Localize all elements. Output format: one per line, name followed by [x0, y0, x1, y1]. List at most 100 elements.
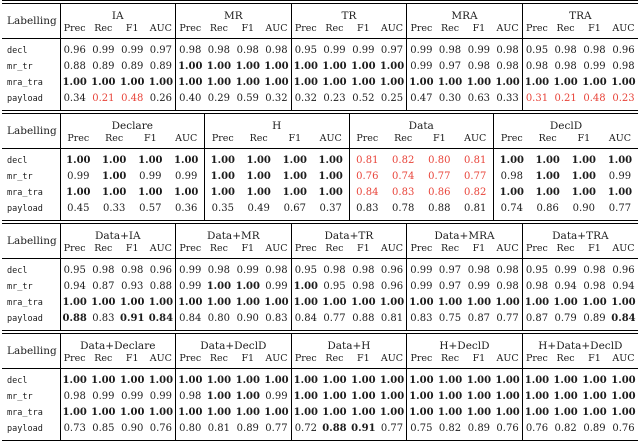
metric-cell: 0.98	[467, 61, 491, 72]
metric-cell: 0.77	[464, 171, 487, 182]
metric-header: AUC	[146, 353, 176, 369]
metric-cell: 0.98	[583, 265, 606, 276]
metric-header: F1	[276, 133, 313, 149]
metric-cell: 0.89	[467, 423, 491, 434]
metric-header: Rec	[385, 133, 422, 149]
metric-cell: 1.00	[611, 391, 636, 402]
metric-cell: 1.00	[175, 59, 205, 75]
metric-cell: 0.84	[348, 185, 386, 201]
metric-cell: 0.98	[121, 265, 144, 276]
metric-cell: 0.89	[121, 61, 144, 72]
group-header: H+DeclD	[406, 334, 523, 353]
metric-header: AUC	[493, 23, 523, 39]
metric-cell: 0.73	[59, 421, 89, 441]
metric-cell: 0.99	[467, 45, 491, 56]
metric-cell: 0.81	[464, 155, 487, 166]
metric-header: AUC	[262, 23, 292, 39]
metric-cell: 1.00	[246, 187, 271, 198]
metric-cell: 0.98	[496, 45, 519, 56]
metric-cell: 0.85	[92, 423, 115, 434]
metric-cell: 1.00	[246, 171, 271, 182]
metric-cell: 0.74	[392, 171, 415, 182]
metric-cell: 0.82	[438, 423, 462, 434]
metric-cell: 1.00	[466, 407, 492, 418]
row-label: payload	[7, 94, 43, 104]
metric-cell: 0.83	[92, 313, 115, 324]
metric-cell: 0.99	[467, 281, 491, 292]
metric-cell: 0.99	[121, 391, 144, 402]
metric-cell: 1.00	[466, 375, 492, 386]
metric-cell: 1.00	[351, 61, 376, 72]
row-label: payload	[7, 424, 43, 434]
table-row: decl 1.00 1.00 1.00 1.00 1.00 1.00 1.00 1.00 1.00…	[2, 368, 638, 389]
metric-cell: 0.99	[265, 391, 288, 402]
metric-cell: 1.00	[437, 297, 463, 308]
metric-cell: 1.00	[282, 155, 307, 166]
metric-cell: 0.77	[608, 203, 632, 214]
metric-cell: 0.75	[406, 421, 436, 441]
group-header: DeclD	[493, 114, 638, 133]
metric-header: AUC	[312, 133, 349, 149]
metric-cell: 0.21	[554, 93, 577, 104]
metric-cell: 1.00	[175, 75, 205, 91]
metric-cell: 0.80	[207, 313, 231, 324]
metric-cell: 1.00	[553, 77, 578, 88]
metric-cell: 0.72	[290, 421, 321, 441]
metric-cell: 0.97	[380, 45, 404, 56]
group-header: IA	[59, 2, 176, 23]
row-label: mr_tr	[7, 172, 33, 182]
metric-cell: 1.00	[318, 171, 343, 182]
metric-header: AUC	[146, 23, 176, 39]
metric-cell: 1.00	[553, 297, 578, 308]
metric-cell: 0.88	[322, 423, 347, 434]
metric-cell: 0.63	[467, 93, 491, 104]
metric-header: F1	[117, 243, 147, 259]
labelling-header: Labelling	[2, 334, 60, 369]
metric-cell: 0.91	[351, 423, 376, 434]
metric-cell: 1.00	[611, 407, 636, 418]
results-table-1: Labelling IA MR TR MRA TRA Prec Rec F1 AUC Prec Rec…	[2, 0, 638, 114]
metric-cell: 1.00	[148, 375, 174, 386]
metric-cell: 0.93	[121, 281, 144, 292]
metric-cell: 1.00	[582, 375, 607, 386]
group-header: Declare	[59, 114, 205, 133]
row-label: payload	[7, 314, 43, 324]
metric-cell: 1.00	[282, 171, 307, 182]
metric-cell: 1.00	[102, 155, 127, 166]
metric-cell: 1.00	[59, 185, 97, 201]
table-row: mra_tra 1.00 1.00 1.00 1.00 1.00 1.00 1.00 1.00 1…	[2, 405, 638, 421]
metric-header: Prec	[203, 133, 241, 149]
metric-header: Rec	[204, 353, 234, 369]
metric-header: F1	[464, 353, 494, 369]
metric-cell: 0.96	[380, 265, 404, 276]
metric-cell: 1.00	[322, 297, 347, 308]
metric-cell: 0.82	[464, 187, 487, 198]
metric-cell: 0.78	[392, 203, 415, 214]
metric-cell: 0.99	[121, 45, 144, 56]
group-header: Data+Declare	[59, 334, 176, 353]
metric-cell: 0.76	[149, 423, 172, 434]
metric-header: AUC	[608, 243, 638, 259]
metric-cell: 1.00	[351, 391, 376, 402]
metric-cell: 0.37	[319, 203, 342, 214]
metric-header: Prec	[406, 23, 436, 39]
group-header: TR	[290, 2, 407, 23]
metric-cell: 0.99	[59, 169, 97, 185]
metric-cell: 0.98	[265, 45, 288, 56]
metric-cell: 1.00	[91, 375, 116, 386]
metric-cell: 1.00	[322, 77, 347, 88]
metric-cell: 0.47	[406, 91, 436, 112]
table-row: payload 0.34 0.21 0.48 0.26 0.40 0.29 0.59 0.32 0…	[2, 91, 638, 112]
metric-cell: 0.88	[149, 281, 172, 292]
metric-cell: 0.33	[103, 203, 126, 214]
metric-cell: 1.00	[322, 407, 347, 418]
metric-cell: 0.77	[428, 171, 451, 182]
metric-cell: 0.98	[438, 45, 462, 56]
metric-cell: 0.88	[59, 59, 89, 75]
metric-cell: 1.00	[59, 405, 89, 421]
metric-cell: 1.00	[406, 389, 436, 405]
metric-cell: 1.00	[174, 187, 199, 198]
metric-cell: 0.76	[348, 169, 386, 185]
row-label: mr_tr	[7, 282, 33, 292]
metric-cell: 1.00	[406, 368, 436, 389]
